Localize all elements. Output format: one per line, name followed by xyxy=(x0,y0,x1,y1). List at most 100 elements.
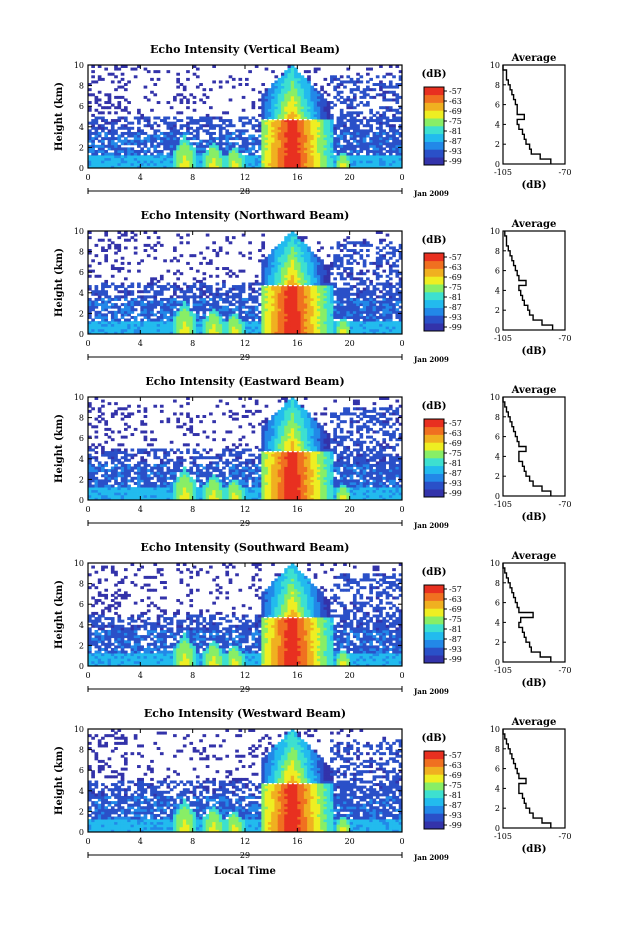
heatmap-cell xyxy=(228,152,233,156)
heatmap-cell xyxy=(323,285,328,289)
heatmap-cell xyxy=(123,453,128,457)
heatmap-cell xyxy=(88,121,92,125)
heatmap-cell xyxy=(215,157,220,161)
heatmap-cell xyxy=(339,313,344,317)
heatmap-cell xyxy=(146,300,151,304)
heatmap-cell xyxy=(290,269,295,273)
heatmap-cell xyxy=(251,157,256,161)
heatmap-cell xyxy=(330,331,334,335)
heatmap-cell xyxy=(310,134,315,138)
heatmap-cell xyxy=(123,303,128,307)
heatmap-cell xyxy=(379,249,383,252)
heatmap-cell xyxy=(369,162,373,166)
heatmap-cell xyxy=(97,290,102,294)
heatmap-cell xyxy=(290,106,295,110)
heatmap-cell xyxy=(146,285,151,289)
heatmap-cell xyxy=(127,474,131,478)
heatmap-cell xyxy=(88,494,92,498)
heatmap-cell xyxy=(330,124,334,128)
heatmap-cell xyxy=(287,308,292,312)
heatmap-cell xyxy=(313,119,318,123)
heatmap-cell xyxy=(166,269,171,273)
heatmap-cell xyxy=(212,139,216,143)
heatmap-cell xyxy=(195,142,200,146)
heatmap-cell xyxy=(241,131,246,135)
heatmap-cell xyxy=(326,318,331,322)
heatmap-cell xyxy=(238,77,243,81)
heatmap-cell xyxy=(398,300,403,304)
heatmap-cell xyxy=(166,328,171,332)
heatmap-cell xyxy=(294,297,298,301)
heatmap-cell xyxy=(222,323,226,327)
heatmap-cell xyxy=(88,108,92,112)
heatmap-cell xyxy=(209,308,213,312)
heatmap-cell xyxy=(137,497,141,501)
heatmap-cell xyxy=(330,323,334,327)
heatmap-cell xyxy=(153,313,158,317)
heatmap-cell xyxy=(251,124,256,128)
heatmap-cell xyxy=(274,134,279,138)
heatmap-cell xyxy=(290,326,295,330)
y-axis-label: Height (km) xyxy=(54,248,65,317)
heatmap-cell xyxy=(339,144,344,148)
heatmap-cell xyxy=(392,162,396,166)
heatmap-cell xyxy=(130,331,135,335)
heatmap-cell xyxy=(153,326,158,330)
heatmap-cell xyxy=(117,489,122,493)
heatmap-cell xyxy=(294,131,298,135)
heatmap-cell xyxy=(264,331,269,335)
heatmap-cell xyxy=(294,70,298,74)
heatmap-cell xyxy=(159,313,164,317)
heatmap-cell xyxy=(264,305,269,309)
heatmap-cell xyxy=(356,77,360,81)
heatmap-cell xyxy=(123,246,128,250)
heatmap-cell xyxy=(303,274,308,278)
heatmap-cell xyxy=(356,160,360,164)
heatmap-cell xyxy=(320,160,324,164)
heatmap-cell xyxy=(382,116,387,120)
heatmap-cell xyxy=(316,165,321,169)
heatmap-cell xyxy=(385,165,390,169)
heatmap-cell xyxy=(150,443,154,447)
heatmap-cell xyxy=(375,119,380,123)
heatmap-cell xyxy=(388,144,393,148)
heatmap-cell xyxy=(343,269,347,273)
heatmap-cell xyxy=(192,162,197,166)
heatmap-cell xyxy=(258,155,262,159)
heatmap-cell xyxy=(114,328,118,332)
heatmap-cell xyxy=(313,131,318,135)
heatmap-cell xyxy=(297,310,301,314)
heatmap-cell xyxy=(97,303,102,307)
heatmap-cell xyxy=(307,124,311,128)
heatmap-cell xyxy=(258,331,262,335)
heatmap-cell xyxy=(120,142,125,146)
heatmap-cell xyxy=(228,75,233,79)
heatmap-cell xyxy=(385,162,390,166)
heatmap-cell xyxy=(245,318,249,322)
heatmap-cell xyxy=(179,308,184,312)
heatmap-cell xyxy=(117,155,122,159)
heatmap-cell xyxy=(303,131,308,135)
heatmap-cell xyxy=(395,264,400,268)
heatmap-cell xyxy=(300,256,305,260)
heatmap-cell xyxy=(375,264,380,268)
heatmap-cell xyxy=(225,144,230,148)
heatmap-cell xyxy=(277,290,282,294)
heatmap-cell xyxy=(339,256,344,260)
heatmap-cell xyxy=(104,155,109,159)
heatmap-cell xyxy=(248,251,252,255)
heatmap-cell xyxy=(349,285,354,289)
heatmap-cell xyxy=(199,328,203,332)
heatmap-cell xyxy=(202,139,207,143)
heatmap-cell xyxy=(287,129,292,133)
heatmap-cell xyxy=(307,119,311,123)
heatmap-cell xyxy=(241,147,246,151)
heatmap-cell xyxy=(199,98,203,102)
heatmap-cell xyxy=(215,295,220,299)
heatmap-cell xyxy=(107,453,112,457)
heatmap-cell xyxy=(300,331,305,335)
heatmap-cell xyxy=(294,157,298,161)
heatmap-cell xyxy=(238,297,243,301)
heatmap-cell xyxy=(251,323,256,327)
heatmap-cell xyxy=(166,323,171,327)
